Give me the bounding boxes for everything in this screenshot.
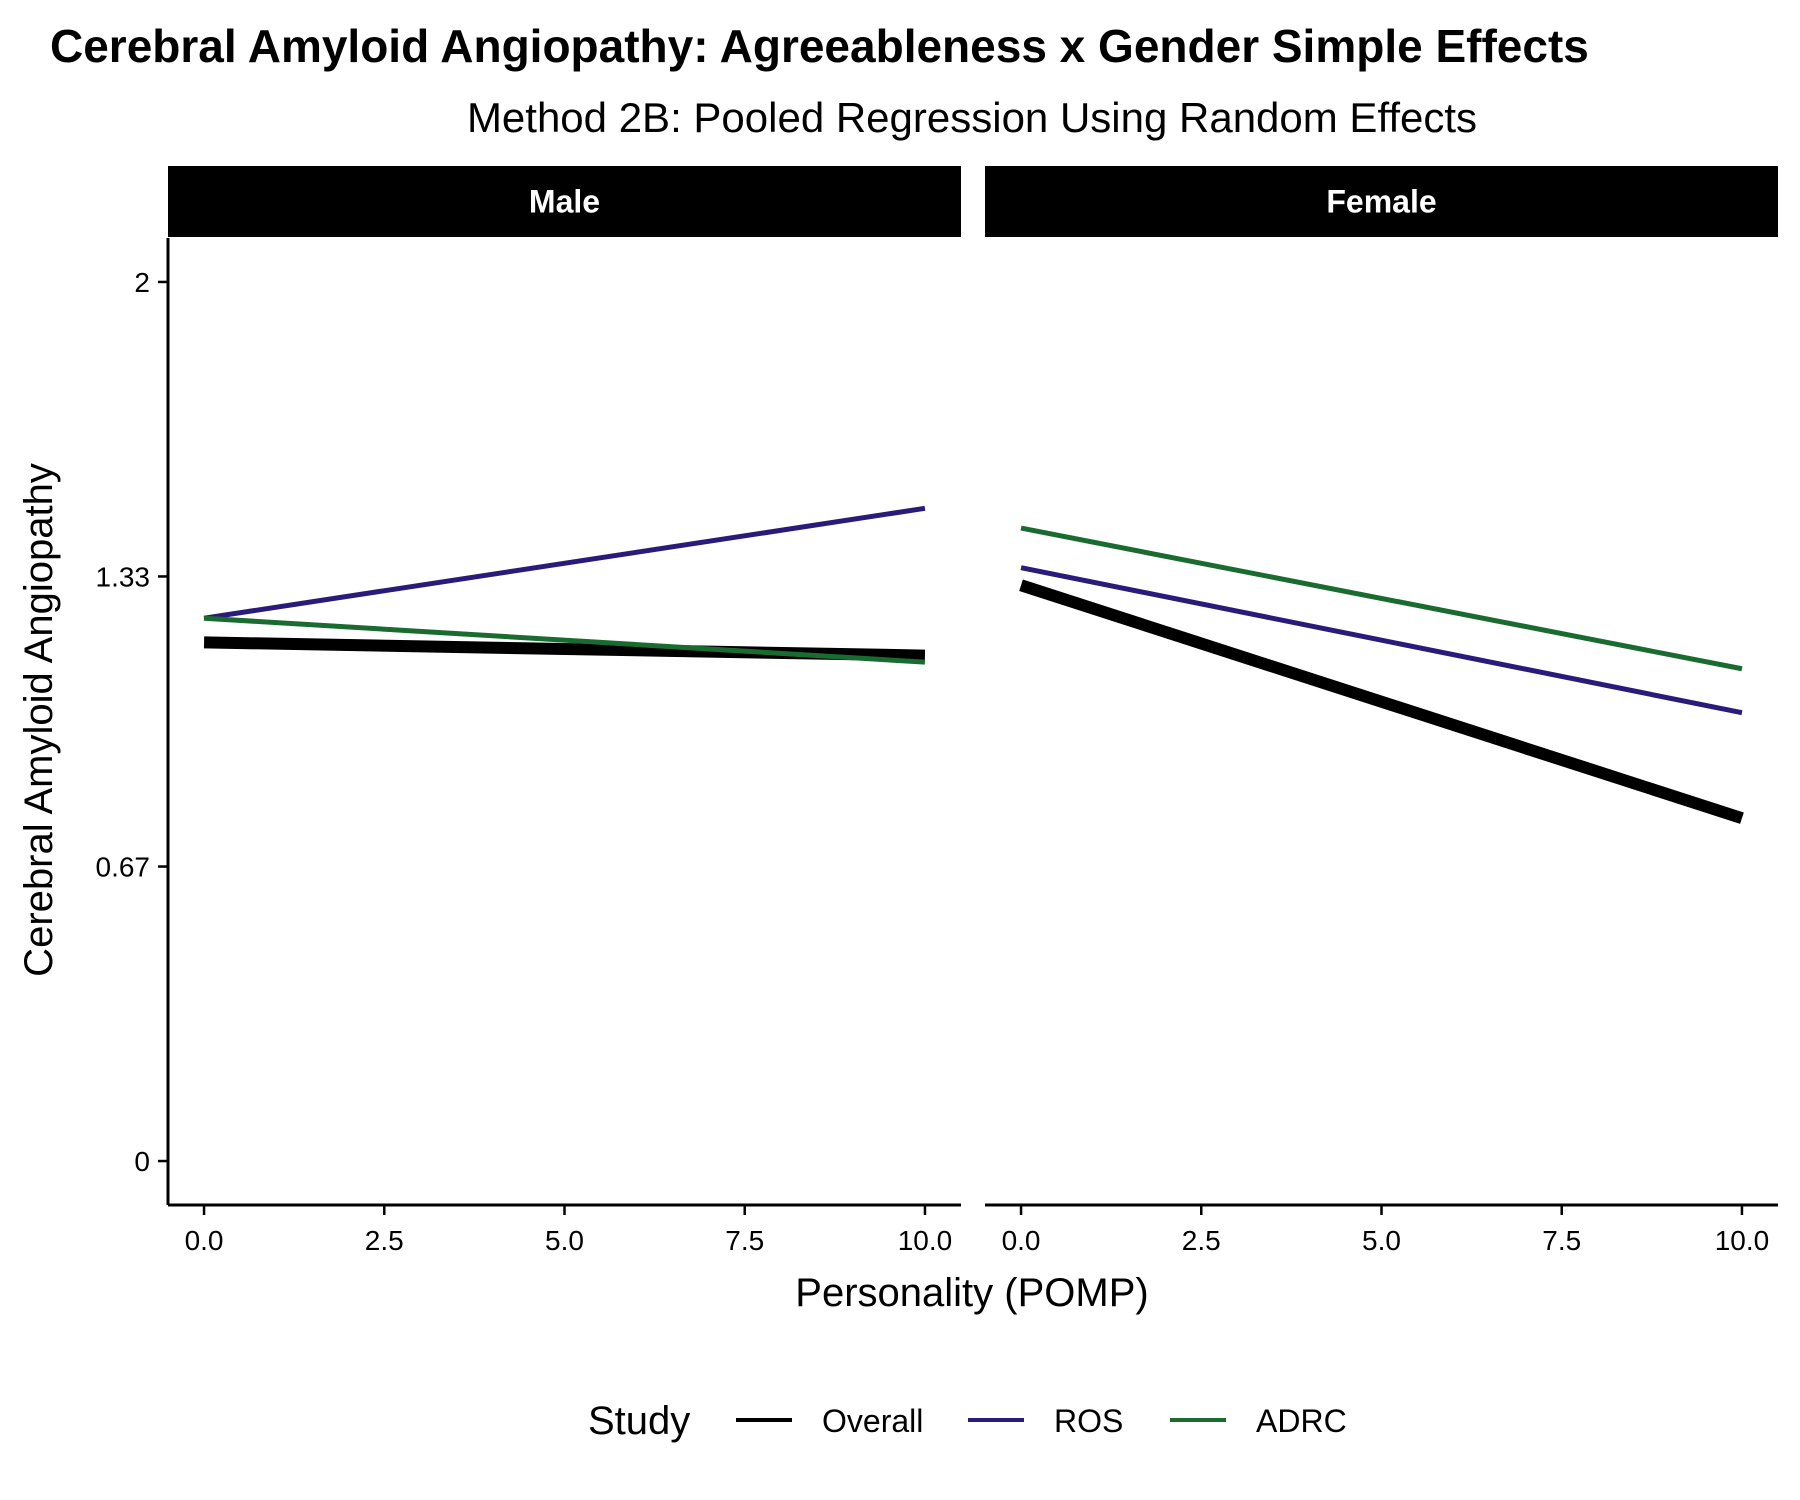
facet-label-female: Female [1326, 184, 1436, 220]
x-tick-label: 5.0 [1362, 1225, 1401, 1256]
chart-title: Cerebral Amyloid Angiopathy: Agreeablene… [50, 20, 1589, 72]
y-tick-label: 0.67 [96, 852, 151, 883]
y-tick-label: 2 [134, 267, 150, 298]
series-line-adrc-male [203, 615, 926, 665]
legend: Study Overall ROS ADRC [588, 1399, 1347, 1443]
series-line-adrc-female [1020, 525, 1743, 672]
series-line-ros-female [1020, 565, 1743, 716]
x-axis-title: Personality (POMP) [795, 1271, 1148, 1315]
facet-strip-male [168, 166, 961, 237]
x-tick-label: 10.0 [898, 1225, 953, 1256]
chart-subtitle: Method 2B: Pooled Regression Using Rando… [467, 94, 1477, 141]
facet-label-male: Male [529, 184, 600, 220]
x-tick-label: 0.0 [1002, 1225, 1041, 1256]
legend-label-adrc: ADRC [1256, 1403, 1347, 1439]
series-line-overall-female [1019, 579, 1744, 824]
legend-title: Study [588, 1399, 690, 1443]
x-tick-label: 0.0 [185, 1225, 224, 1256]
x-tick-label: 7.5 [725, 1225, 764, 1256]
y-axis-title: Cerebral Amyloid Angiopathy [17, 463, 61, 977]
x-tick-label: 2.5 [365, 1225, 404, 1256]
y-tick-label: 1.33 [96, 561, 151, 592]
panel-female: Female 0.0 2.5 5.0 7.5 10.0 [985, 166, 1778, 1256]
series-line-ros-male [203, 505, 926, 621]
facet-panels: Male 0 0.67 1.33 2 0.0 2.5 5.0 7.5 10.0 Female 0.0 2… [96, 166, 1778, 1256]
legend-label-overall: Overall [822, 1403, 923, 1439]
x-tick-label: 7.5 [1542, 1225, 1581, 1256]
x-tick-label: 5.0 [545, 1225, 584, 1256]
y-tick-label: 0 [134, 1146, 150, 1177]
legend-label-ros: ROS [1054, 1403, 1123, 1439]
x-tick-label: 10.0 [1715, 1225, 1770, 1256]
facet-strip-female [985, 166, 1778, 237]
x-tick-label: 2.5 [1182, 1225, 1221, 1256]
panel-male: Male 0 0.67 1.33 2 0.0 2.5 5.0 7.5 10.0 [96, 166, 961, 1256]
